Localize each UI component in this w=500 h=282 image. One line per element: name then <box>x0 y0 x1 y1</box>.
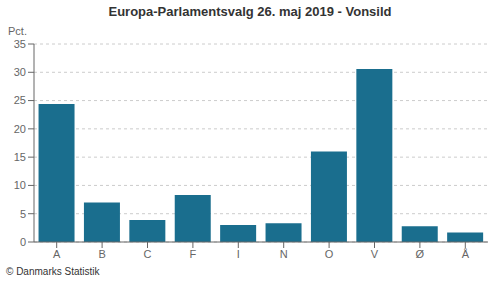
svg-text:10: 10 <box>14 179 26 191</box>
html-text:Pct.: Pct. <box>8 25 27 37</box>
svg-text:I: I <box>237 248 240 260</box>
svg-text:30: 30 <box>14 66 26 78</box>
svg-text:N: N <box>280 248 288 260</box>
svg-text:15: 15 <box>14 151 26 163</box>
svg-text:F: F <box>190 248 197 260</box>
svg-text:5: 5 <box>20 208 26 220</box>
svg-text:V: V <box>371 248 379 260</box>
svg-text:35: 35 <box>14 38 26 50</box>
html-text:© Danmarks Statistik: © Danmarks Statistik <box>6 266 100 277</box>
svg-text:Ø: Ø <box>416 248 425 260</box>
html-text:Europa-Parlamentsvalg 26. maj: Europa-Parlamentsvalg 26. maj 2019 - Von… <box>108 4 392 19</box>
svg-text:25: 25 <box>14 94 26 106</box>
svg-text:20: 20 <box>14 123 26 135</box>
svg-text:0: 0 <box>20 236 26 248</box>
svg-text:C: C <box>144 248 152 260</box>
svg-text:A: A <box>53 248 61 260</box>
svg-text:B: B <box>98 248 105 260</box>
svg-text:O: O <box>325 248 334 260</box>
svg-text:Å: Å <box>462 248 470 260</box>
